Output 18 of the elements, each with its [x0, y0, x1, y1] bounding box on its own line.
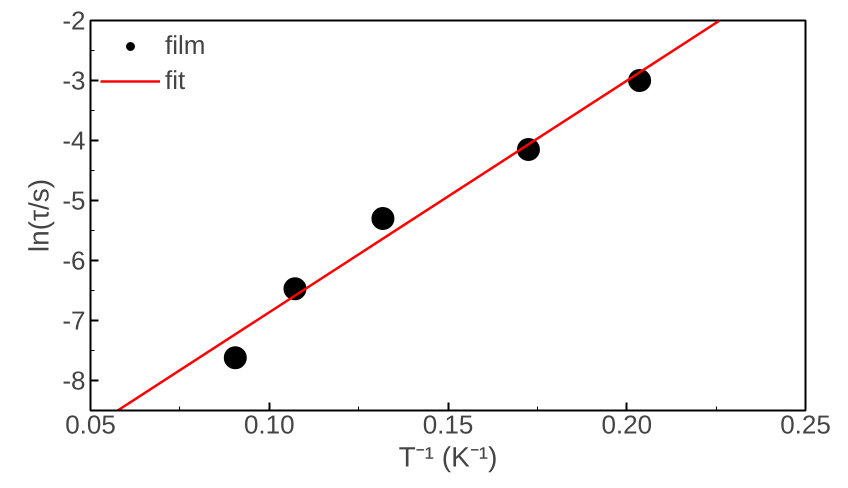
legend-label: fit — [165, 65, 186, 96]
point — [371, 207, 394, 230]
y-tick-label: -8 — [62, 366, 86, 396]
y-tick-label: -3 — [62, 66, 86, 96]
y-tick-label: -2 — [62, 6, 86, 36]
x-axis-title: T⁻¹ (K⁻¹) — [398, 442, 498, 472]
legend-label: film — [165, 30, 206, 61]
x-tick-label: 0.15 — [422, 410, 474, 440]
y-tick-label: -4 — [62, 126, 86, 156]
y-tick-label: -5 — [62, 186, 86, 216]
y-axis-title: ln(τ/s) — [23, 178, 54, 252]
y-tick-label: -7 — [62, 306, 86, 336]
point — [224, 346, 247, 370]
x-tick-label: 0.20 — [601, 410, 652, 440]
x-tick-label: 0.25 — [780, 410, 831, 440]
y-tick-label: -6 — [62, 246, 86, 276]
x-tick-label: 0.10 — [244, 410, 295, 440]
x-tick-label: 0.05 — [65, 410, 116, 440]
